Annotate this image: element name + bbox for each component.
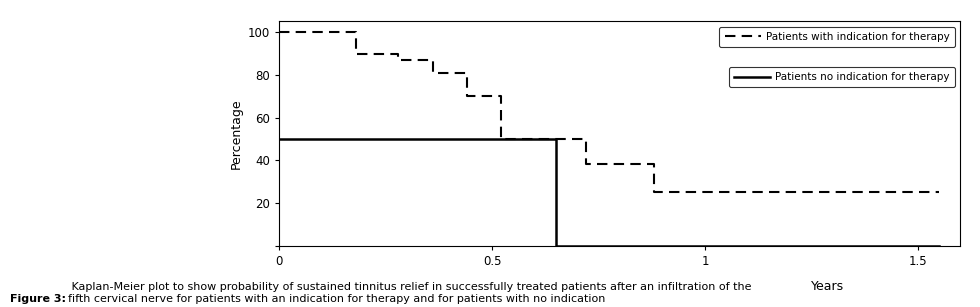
- Text: Years: Years: [811, 280, 845, 293]
- Text: Kaplan-Meier plot to show probability of sustained tinnitus relief in successful: Kaplan-Meier plot to show probability of…: [68, 282, 751, 304]
- Text: Figure 3:: Figure 3:: [10, 294, 66, 304]
- Y-axis label: Percentage: Percentage: [229, 98, 242, 169]
- Legend: Patients no indication for therapy: Patients no indication for therapy: [728, 67, 956, 87]
